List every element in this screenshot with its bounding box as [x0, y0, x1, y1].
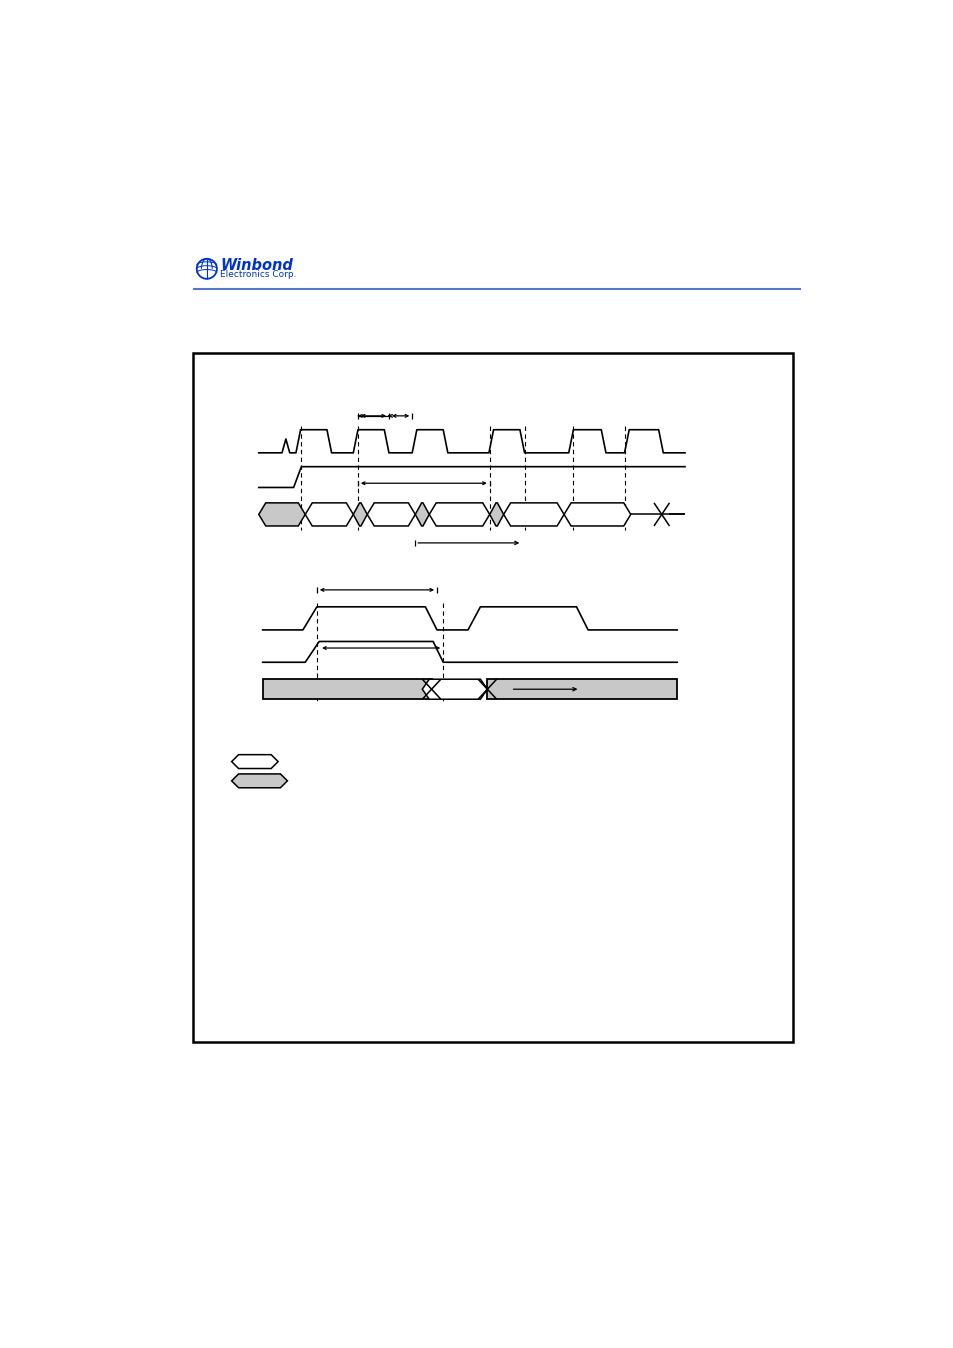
- Polygon shape: [422, 679, 487, 700]
- Text: Electronics Corp.: Electronics Corp.: [220, 270, 296, 279]
- Bar: [193, 353, 793, 1042]
- Polygon shape: [429, 503, 489, 526]
- Bar: [262, 679, 431, 700]
- Polygon shape: [489, 503, 503, 526]
- Polygon shape: [353, 503, 367, 526]
- Polygon shape: [367, 503, 415, 526]
- Polygon shape: [415, 503, 429, 526]
- Polygon shape: [232, 774, 287, 787]
- Polygon shape: [503, 503, 563, 526]
- Polygon shape: [258, 503, 305, 526]
- Polygon shape: [232, 755, 278, 768]
- Polygon shape: [563, 503, 630, 526]
- Polygon shape: [305, 503, 353, 526]
- Bar: [487, 679, 677, 700]
- Text: Winbond: Winbond: [220, 259, 293, 274]
